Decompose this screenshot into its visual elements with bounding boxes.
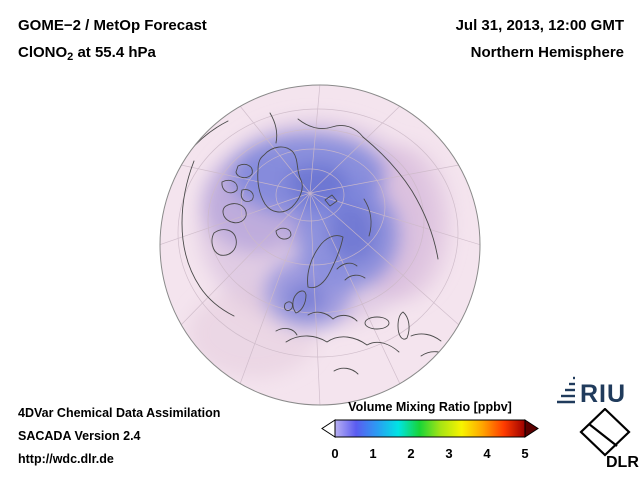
header-right: Jul 31, 2013, 12:00 GMT Northern Hemisph… [456, 12, 624, 66]
species-level: at 55.4 hPa [73, 44, 156, 61]
dlr-mark-icon [579, 408, 631, 457]
dlr-label: DLR [606, 454, 639, 470]
assimilation-label: 4DVar Chemical Data Assimilation [18, 406, 221, 420]
colorbar-tick-5: 5 [521, 446, 528, 461]
globe-map [158, 83, 482, 407]
colorbar-right-arrow [524, 419, 539, 438]
colorbar-title: Volume Mixing Ratio [ppbv] [348, 400, 512, 414]
colorbar: Volume Mixing Ratio [ppbv] 0 1 2 3 4 5 [320, 400, 540, 463]
riu-logo: RIU [557, 376, 626, 408]
species-name: ClONO [18, 44, 68, 61]
coastlines [181, 112, 452, 375]
globe-svg [159, 84, 481, 406]
riu-mark-icon [557, 376, 575, 404]
colorbar-tick-2: 2 [407, 446, 414, 461]
colorbar-left-arrow [321, 419, 336, 438]
region-label: Northern Hemisphere [470, 44, 624, 61]
globe-outline [159, 84, 481, 406]
colorbar-gradient [334, 419, 526, 438]
product-title: GOME−2 / MetOp Forecast [18, 17, 207, 34]
graticule [160, 85, 480, 405]
species-subscript: 2 [67, 51, 74, 63]
colorbar-tick-0: 0 [331, 446, 338, 461]
colorbar-tick-3: 3 [445, 446, 452, 461]
url-label: http://wdc.dlr.de [18, 452, 114, 466]
riu-label: RIU [580, 380, 626, 408]
datetime-label: Jul 31, 2013, 12:00 GMT [455, 17, 624, 34]
dlr-logo: DLR [579, 408, 639, 470]
species-title: ClONO2 at 55.4 hPa [18, 39, 207, 71]
version-label: SACADA Version 2.4 [18, 429, 141, 443]
colorbar-svg: 0 1 2 3 4 5 [321, 419, 539, 461]
header-left: GOME−2 / MetOp Forecast ClONO2 at 55.4 h… [18, 12, 207, 71]
colorbar-tick-4: 4 [483, 446, 491, 461]
colorbar-tick-1: 1 [369, 446, 376, 461]
footer: 4DVar Chemical Data Assimilation SACADA … [18, 402, 220, 471]
